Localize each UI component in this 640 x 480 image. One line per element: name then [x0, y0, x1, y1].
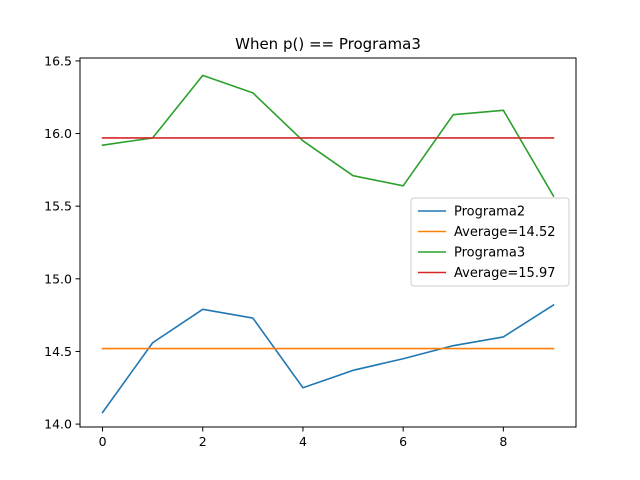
y-tick-label: 14.0	[44, 417, 72, 432]
y-axis: 14.0 14.5 15.0 15.5 16.0 16.5	[44, 53, 80, 432]
legend-box	[410, 197, 570, 287]
y-tick-label: 15.0	[44, 271, 72, 286]
legend: Programa2 Average=14.52 Programa3 Average=1…	[410, 197, 570, 287]
legend-label-1: Average=14.52	[454, 225, 556, 240]
y-tick-label: 15.5	[44, 199, 72, 214]
series-line-0	[101, 303, 555, 414]
legend-label-2: Programa3	[454, 246, 525, 261]
legend-label-0: Programa2	[454, 205, 525, 220]
x-tick-label: 6	[399, 434, 407, 449]
y-tick-label: 14.5	[44, 344, 72, 359]
plot-frame	[79, 57, 577, 428]
x-tick-label: 8	[499, 434, 507, 449]
x-axis: 0 2 4 6 8	[99, 427, 507, 449]
x-tick-label: 4	[299, 434, 307, 449]
series-layer	[101, 74, 555, 414]
x-tick-label: 0	[99, 434, 107, 449]
series-line-2	[101, 74, 555, 198]
y-tick-label: 16.0	[44, 126, 72, 141]
legend-label-3: Average=15.97	[454, 266, 556, 281]
x-tick-label: 2	[199, 434, 207, 449]
y-tick-label: 16.5	[44, 53, 72, 68]
chart-title: When p() == Programa3	[235, 35, 421, 53]
